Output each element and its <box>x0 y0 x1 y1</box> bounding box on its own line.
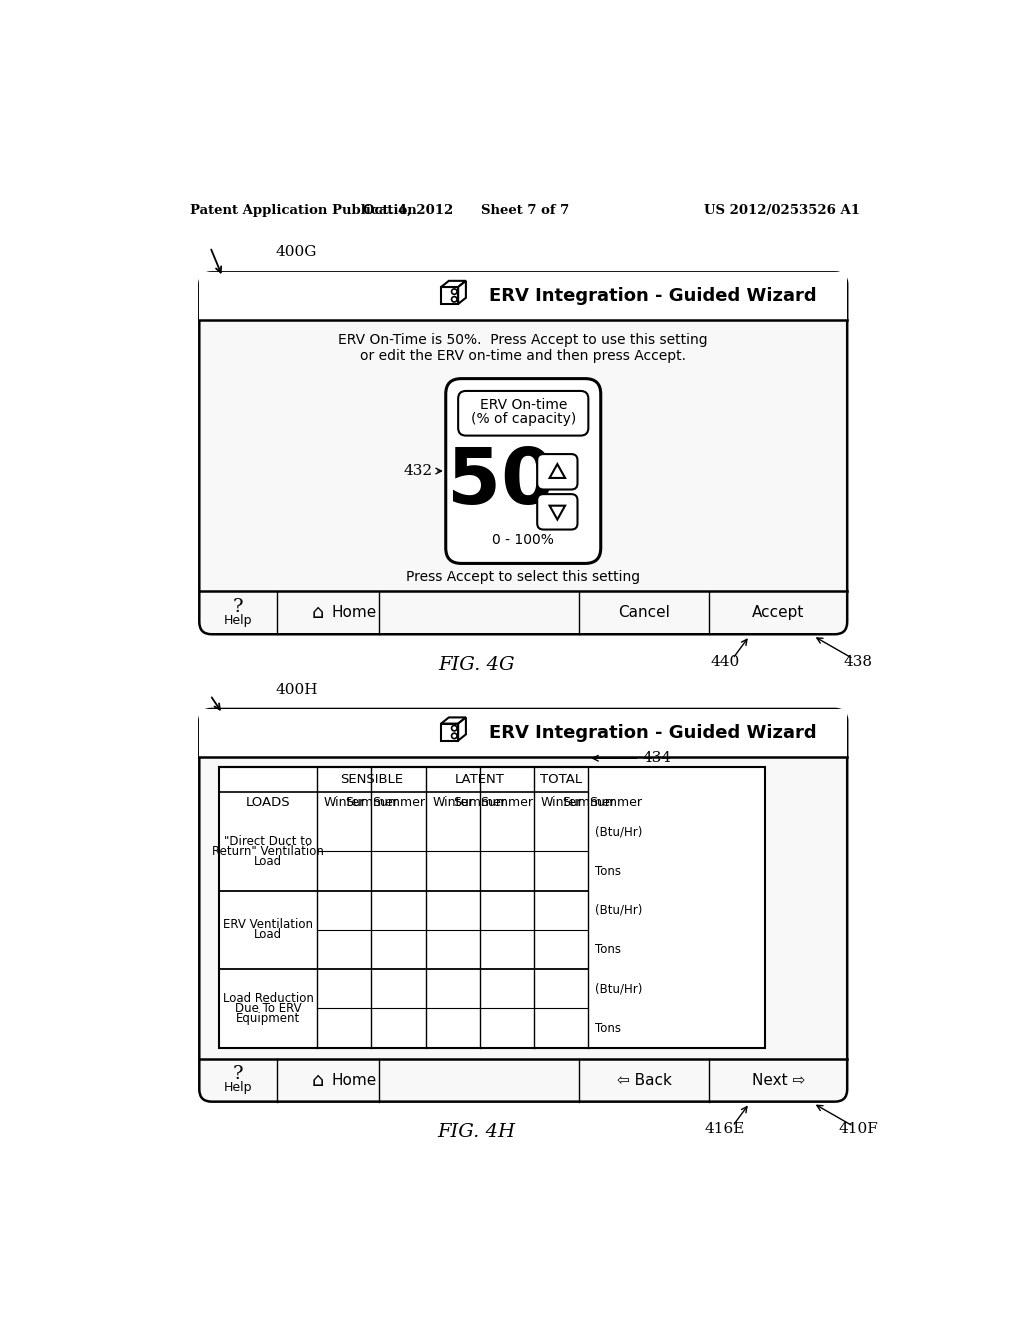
Text: Tons: Tons <box>595 942 621 956</box>
Bar <box>200 709 847 756</box>
Circle shape <box>452 733 457 739</box>
Text: Help: Help <box>224 1081 252 1094</box>
FancyBboxPatch shape <box>200 709 847 1102</box>
Text: Oct. 4, 2012: Oct. 4, 2012 <box>364 205 454 218</box>
Text: 0 - 100%: 0 - 100% <box>493 533 554 548</box>
Circle shape <box>452 297 457 302</box>
Text: 434: 434 <box>643 751 672 766</box>
Text: Load: Load <box>254 928 283 941</box>
Text: Accept: Accept <box>752 605 805 620</box>
Text: ⌂: ⌂ <box>311 603 324 622</box>
Text: Cancel: Cancel <box>618 605 670 620</box>
Text: ERV Ventilation: ERV Ventilation <box>223 919 313 932</box>
Text: 410F: 410F <box>839 1122 878 1137</box>
Circle shape <box>452 726 457 731</box>
Text: 438: 438 <box>844 655 872 669</box>
FancyBboxPatch shape <box>538 454 578 490</box>
Polygon shape <box>441 718 466 723</box>
Text: ?: ? <box>232 1065 244 1082</box>
Text: TOTAL: TOTAL <box>541 774 583 787</box>
Text: Next ⇨: Next ⇨ <box>752 1073 805 1088</box>
Circle shape <box>452 289 457 294</box>
Text: Tons: Tons <box>595 1022 621 1035</box>
Text: 416E: 416E <box>705 1122 744 1137</box>
Text: ERV On-Time is 50%.  Press Accept to use this setting: ERV On-Time is 50%. Press Accept to use … <box>339 333 708 347</box>
Text: Equipment: Equipment <box>237 1012 300 1026</box>
Text: (Btu/Hr): (Btu/Hr) <box>595 982 642 995</box>
Text: ⌂: ⌂ <box>311 1071 324 1089</box>
Text: ?: ? <box>232 598 244 615</box>
Text: LATENT: LATENT <box>455 774 505 787</box>
Text: Help: Help <box>224 614 252 627</box>
Text: 50: 50 <box>447 444 556 520</box>
Text: Summer: Summer <box>345 796 398 809</box>
Text: (% of capacity): (% of capacity) <box>471 412 575 425</box>
Text: US 2012/0253526 A1: US 2012/0253526 A1 <box>703 205 859 218</box>
Text: Tons: Tons <box>595 865 621 878</box>
Text: Home: Home <box>332 1073 377 1088</box>
Text: Winter: Winter <box>324 796 365 809</box>
Text: 432: 432 <box>403 465 433 478</box>
FancyBboxPatch shape <box>200 272 847 635</box>
Bar <box>219 767 765 1048</box>
Text: Summer: Summer <box>480 796 534 809</box>
Text: 400G: 400G <box>275 246 316 259</box>
Text: Load: Load <box>254 855 283 869</box>
Text: 440: 440 <box>710 655 739 669</box>
FancyBboxPatch shape <box>538 494 578 529</box>
Text: Winter: Winter <box>432 796 473 809</box>
FancyBboxPatch shape <box>445 379 601 564</box>
Text: Summer: Summer <box>454 796 506 809</box>
Polygon shape <box>458 718 466 741</box>
Polygon shape <box>441 281 466 286</box>
Text: (Btu/Hr): (Btu/Hr) <box>595 904 642 917</box>
Text: ERV Integration - Guided Wizard: ERV Integration - Guided Wizard <box>489 723 817 742</box>
Text: Press Accept to select this setting: Press Accept to select this setting <box>407 570 640 585</box>
Text: Patent Application Publication: Patent Application Publication <box>190 205 417 218</box>
Text: FIG. 4G: FIG. 4G <box>438 656 515 675</box>
Text: Return" Ventilation: Return" Ventilation <box>212 845 325 858</box>
Text: LOADS: LOADS <box>246 796 291 809</box>
Bar <box>441 286 458 304</box>
FancyBboxPatch shape <box>458 391 589 436</box>
Text: Due To ERV: Due To ERV <box>234 1002 302 1015</box>
Text: Summer: Summer <box>372 796 425 809</box>
Text: FIG. 4H: FIG. 4H <box>437 1123 516 1142</box>
Text: SENSIBLE: SENSIBLE <box>340 774 402 787</box>
Text: Home: Home <box>332 605 377 620</box>
Text: Summer: Summer <box>589 796 642 809</box>
Text: 400H: 400H <box>275 682 317 697</box>
Text: ⇦ Back: ⇦ Back <box>616 1073 672 1088</box>
Polygon shape <box>458 281 466 304</box>
Text: or edit the ERV on-time and then press Accept.: or edit the ERV on-time and then press A… <box>360 348 686 363</box>
Bar <box>200 272 847 321</box>
Text: ERV Integration - Guided Wizard: ERV Integration - Guided Wizard <box>489 288 817 305</box>
Text: ERV On-time: ERV On-time <box>479 397 567 412</box>
Bar <box>441 723 458 741</box>
Text: (Btu/Hr): (Btu/Hr) <box>595 825 642 838</box>
Text: Winter: Winter <box>541 796 582 809</box>
Text: Summer: Summer <box>562 796 614 809</box>
Text: "Direct Duct to: "Direct Duct to <box>224 834 312 847</box>
Text: Load Reduction: Load Reduction <box>223 991 313 1005</box>
Text: Sheet 7 of 7: Sheet 7 of 7 <box>480 205 569 218</box>
